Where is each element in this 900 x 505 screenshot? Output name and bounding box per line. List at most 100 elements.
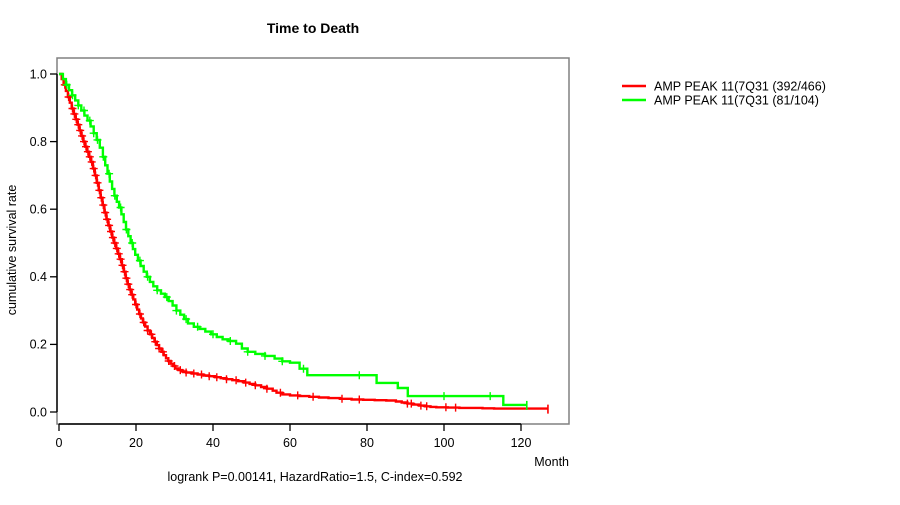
censor-mark [486,392,495,401]
axes: 0 20 40 60 80 100 120 0.0 0.2 0.4 0.6 0.8 1.0 [30,67,532,450]
censor-mark [197,370,206,379]
censor-mark [114,249,123,258]
censor-mark [355,371,364,380]
censor-mark [128,239,137,247]
censor-mark [110,239,119,247]
legend-item-label: AMP PEAK 11(7Q31 (392/466) [654,79,826,93]
x-tick-label: 60 [283,436,297,450]
censor-mark [261,351,269,360]
censor-mark [80,106,88,115]
censor-mark [205,372,214,381]
censor-mark [105,221,114,230]
censor-mark [110,191,119,200]
censor-mark [139,318,148,327]
censor-mark [222,375,231,384]
censor-mark [232,376,241,385]
censor-mark [112,244,121,253]
censor-mark [170,362,179,370]
censor-mark [189,369,198,378]
censor-mark [116,203,125,212]
censor-mark [91,171,100,180]
y-tick-label: 0.6 [30,203,47,217]
censor-mark [440,392,448,401]
censor-mark [83,147,92,156]
censor-mark [172,306,181,315]
legend: AMP PEAK 11(7Q31 (392/466)AMP PEAK 11(7Q… [622,79,826,107]
survival-curves [59,72,549,414]
y-tick-label: 0.4 [30,270,47,284]
plot-box [56,57,570,425]
censor-mark [99,152,108,161]
censor-mark [68,104,77,113]
censor-mark [76,126,85,135]
censor-mark [89,164,98,173]
censor-mark [99,201,108,210]
censor-mark [85,116,94,125]
y-tick-label: 1.0 [30,67,47,81]
censor-mark [93,178,102,187]
censor-mark [80,137,88,146]
x-tick-label: 20 [129,436,143,450]
censor-mark [143,326,152,335]
censor-mark [74,101,83,110]
x-tick-label: 80 [360,436,374,450]
censor-mark [124,280,133,289]
censor-mark [226,337,235,345]
censor-mark [118,261,127,270]
censor-mark [107,227,115,236]
censor-mark [147,330,156,339]
censor-mark [164,357,173,365]
x-tick-label: 0 [56,436,63,450]
censor-mark [153,286,162,295]
x-tick-label: 40 [206,436,220,450]
censor-mark [176,366,185,375]
censor-mark [299,364,308,373]
censor-mark [89,129,98,138]
censor-mark [72,115,81,124]
censor-mark [278,357,287,366]
censor-mark [132,300,140,309]
censor-mark [407,399,416,408]
censor-mark [87,157,96,166]
censor-mark [116,255,125,264]
censor-mark [355,395,364,404]
survival-curve-2 [59,72,527,407]
censor-mark [120,267,129,276]
x-tick-label: 100 [434,436,455,450]
censor-mark [212,373,221,382]
censor-mark [105,169,114,178]
censor-mark [78,131,87,140]
x-tick-label: 120 [511,436,532,450]
censor-mark [151,337,160,346]
censor-mark [122,274,131,283]
censor-mark [162,293,171,302]
censor-mark [93,135,102,144]
censor-mark [82,142,90,151]
censor-mark [97,193,106,202]
footer-annotation: logrank P=0.00141, HazardRatio=1.5, C-in… [168,470,463,484]
censor-mark [182,315,191,324]
x-axis-title: Month [534,455,569,469]
censor-mark [243,347,252,356]
censor-mark [262,384,271,393]
censor-mark [62,80,71,89]
censor-mark [95,186,104,195]
censor-mark [193,322,202,331]
censor-mark [293,391,302,400]
y-axis-title: cumulative survival rate [5,185,19,316]
censor-mark [126,285,135,294]
censor-mark [309,392,318,401]
legend-item-label: AMP PEAK 11(7Q31 (81/104) [654,93,819,107]
censor-mark [209,330,217,339]
censor-mark [101,208,110,217]
chart-title: Time to Death [267,20,359,36]
censor-mark [143,272,152,281]
y-tick-label: 0.0 [30,405,47,419]
censor-mark [135,310,144,318]
censor-mark [135,256,144,265]
censor-mark [338,394,346,403]
y-tick-label: 0.8 [30,135,47,149]
censor-mark [68,91,77,100]
censor-mark [64,93,73,101]
